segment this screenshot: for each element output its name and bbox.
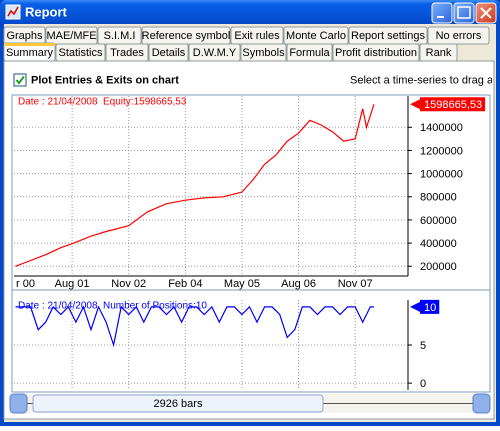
checkbox-label: Plot Entries & Exits on chart (31, 74, 179, 86)
info-label: Equity:1598665,53 (103, 97, 187, 108)
tabs: Graphs MAE/MFE S.I.M.I Reference symbol Exit… (3, 26, 490, 62)
end-marker-arrow (410, 99, 420, 110)
y-tick-label: 5 (420, 340, 426, 352)
end-marker-box (420, 97, 486, 112)
maximize-button[interactable] (453, 2, 475, 24)
y-tick-label: 800000 (420, 192, 457, 204)
tab-label: Symbols (242, 47, 285, 59)
tab-label: Report settings (351, 30, 425, 42)
y-tick-label: 0 (420, 378, 426, 390)
y-tick-label: 1200000 (420, 145, 463, 157)
tab-label: MAE/MFE (46, 30, 96, 42)
end-marker-arrow (410, 301, 420, 312)
tab-label: Formula (289, 47, 330, 59)
tab-label: Rank (426, 47, 452, 59)
tab[interactable] (427, 26, 490, 45)
x-tick-label: Nov 07 (338, 278, 373, 290)
checkbox-check (15, 75, 25, 85)
end-marker-box (420, 299, 440, 314)
window-title: Report (25, 4, 68, 19)
tab-label: Exit rules (234, 30, 280, 42)
scroll-label: 2926 bars (154, 398, 203, 410)
tab-label: Profit distribution (335, 47, 417, 59)
maximize-icon (457, 6, 471, 19)
tab-label: Statistics (58, 47, 103, 59)
tab-label: Summary (6, 47, 54, 59)
series-line (15, 104, 375, 267)
y-tick-label: 1000000 (420, 169, 463, 181)
tab-label: Graphs (6, 30, 43, 42)
date-label: Date : 21/04/2008 (18, 97, 98, 108)
x-tick-label: Aug 01 (55, 278, 90, 290)
tab-label: Details (152, 47, 186, 59)
series-line (15, 305, 374, 348)
tab-highlight (4, 43, 55, 46)
info-label: Number of Positions:10 (103, 301, 207, 312)
x-tick-label: Aug 06 (281, 278, 316, 290)
end-marker-label: 10 (424, 302, 436, 314)
checkbox[interactable] (13, 73, 27, 87)
minimize-icon (437, 16, 444, 18)
tab-label: S.I.M.I (104, 30, 136, 42)
y-tick-label: 200000 (420, 261, 457, 273)
charts: 200000 400000 600000 800000 1000000 1200000 14… (14, 96, 486, 390)
x-tick-label: Feb 04 (168, 278, 202, 290)
y-tick-label: 400000 (420, 238, 457, 250)
tab-label: Reference symbol (142, 30, 231, 42)
app-icon-line (7, 6, 19, 17)
tab-label: Trades (110, 47, 144, 59)
end-marker-label: 1598665,53 (424, 99, 482, 111)
tab-label: No errors (436, 30, 482, 42)
scroll-left-handle[interactable] (9, 393, 28, 414)
x-tick-label: May 05 (224, 278, 260, 290)
y-tick-label: 1400000 (420, 122, 463, 134)
date-label: Date : 21/04/2008 (18, 301, 98, 312)
y-tick-label: 600000 (420, 215, 457, 227)
scroll-right-handle[interactable] (472, 393, 491, 414)
x-tick-label: r 00 (16, 278, 35, 290)
scroll-thumb[interactable] (32, 394, 324, 413)
tab-label: D.W.M.Y (193, 47, 237, 59)
title-bar (0, 0, 500, 26)
minimize-button[interactable] (431, 2, 453, 24)
tab-label: Monte Carlo (286, 30, 346, 42)
close-icon (480, 7, 492, 19)
x-tick-label: Nov 02 (111, 278, 146, 290)
hint-text: Select a time-series to drag and (350, 74, 500, 86)
